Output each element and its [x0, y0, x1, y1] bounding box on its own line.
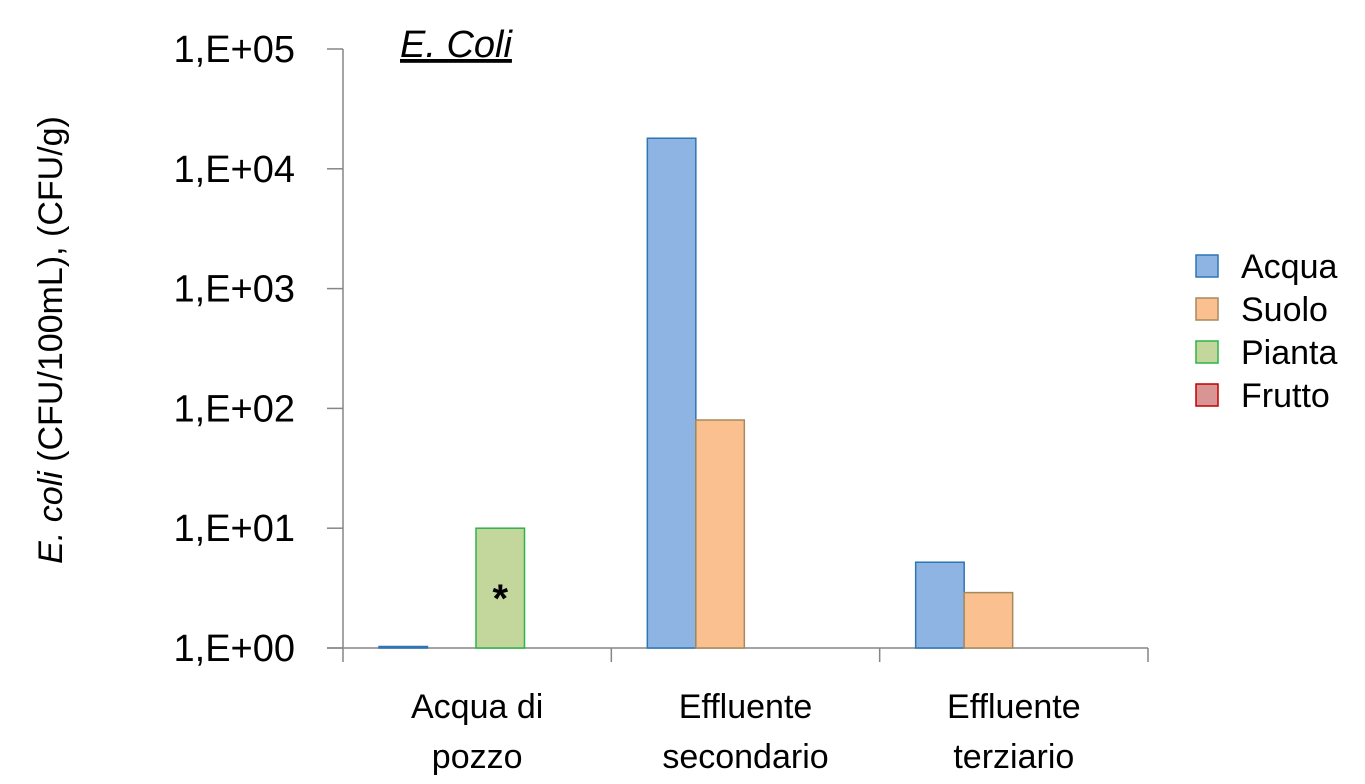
legend-swatch: [1195, 340, 1219, 364]
chart-axes: 1,E+00 1,E+01 1,E+02 1,E+03 1,E+04 1,E+05 Acqu…: [174, 29, 1149, 776]
y-tick-label: 1,E+05: [174, 29, 296, 71]
bar-acqua: [646, 137, 697, 649]
bar-acqua: [914, 561, 965, 649]
legend-item-acqua: Acqua: [1195, 248, 1337, 286]
legend-swatch: [1195, 383, 1219, 407]
chart-legend: Acqua Suolo Pianta Frutto: [1195, 248, 1337, 415]
chart-annotations: *: [492, 577, 508, 621]
bar-suolo: [695, 419, 746, 649]
y-tick-label: 1,E+04: [174, 149, 296, 191]
bar-annotation-asterisk: *: [492, 577, 508, 621]
legend-item-pianta: Pianta: [1195, 334, 1337, 372]
legend-item-frutto: Frutto: [1195, 377, 1330, 415]
x-category-label: Effluente secondario: [662, 688, 828, 776]
y-tick-label: 1,E+03: [174, 269, 296, 311]
legend-swatch: [1195, 297, 1219, 321]
bar-suolo: [963, 591, 1014, 649]
legend-label: Frutto: [1241, 377, 1330, 415]
x-category-label: Effluente terziario: [947, 688, 1081, 776]
legend-item-suolo: Suolo: [1195, 291, 1328, 329]
bar-pianta: [475, 527, 526, 649]
chart-title: E. Coli: [400, 24, 513, 66]
chart-bars: [378, 137, 1014, 649]
legend-label: Suolo: [1241, 291, 1328, 329]
y-axis-title: E. coli (CFU/100mL), (CFU/g): [32, 116, 70, 564]
y-tick-label: 1,E+00: [174, 628, 296, 670]
legend-label: Acqua: [1241, 248, 1337, 286]
legend-label: Pianta: [1241, 334, 1337, 372]
bar-acqua: [378, 645, 429, 649]
x-category-label: Acqua di pozzo: [411, 688, 543, 776]
y-tick-label: 1,E+02: [174, 388, 296, 430]
y-axis-label: E. coli (CFU/100mL), (CFU/g): [32, 116, 70, 564]
y-tick-label: 1,E+01: [174, 508, 296, 550]
legend-swatch: [1195, 254, 1219, 278]
